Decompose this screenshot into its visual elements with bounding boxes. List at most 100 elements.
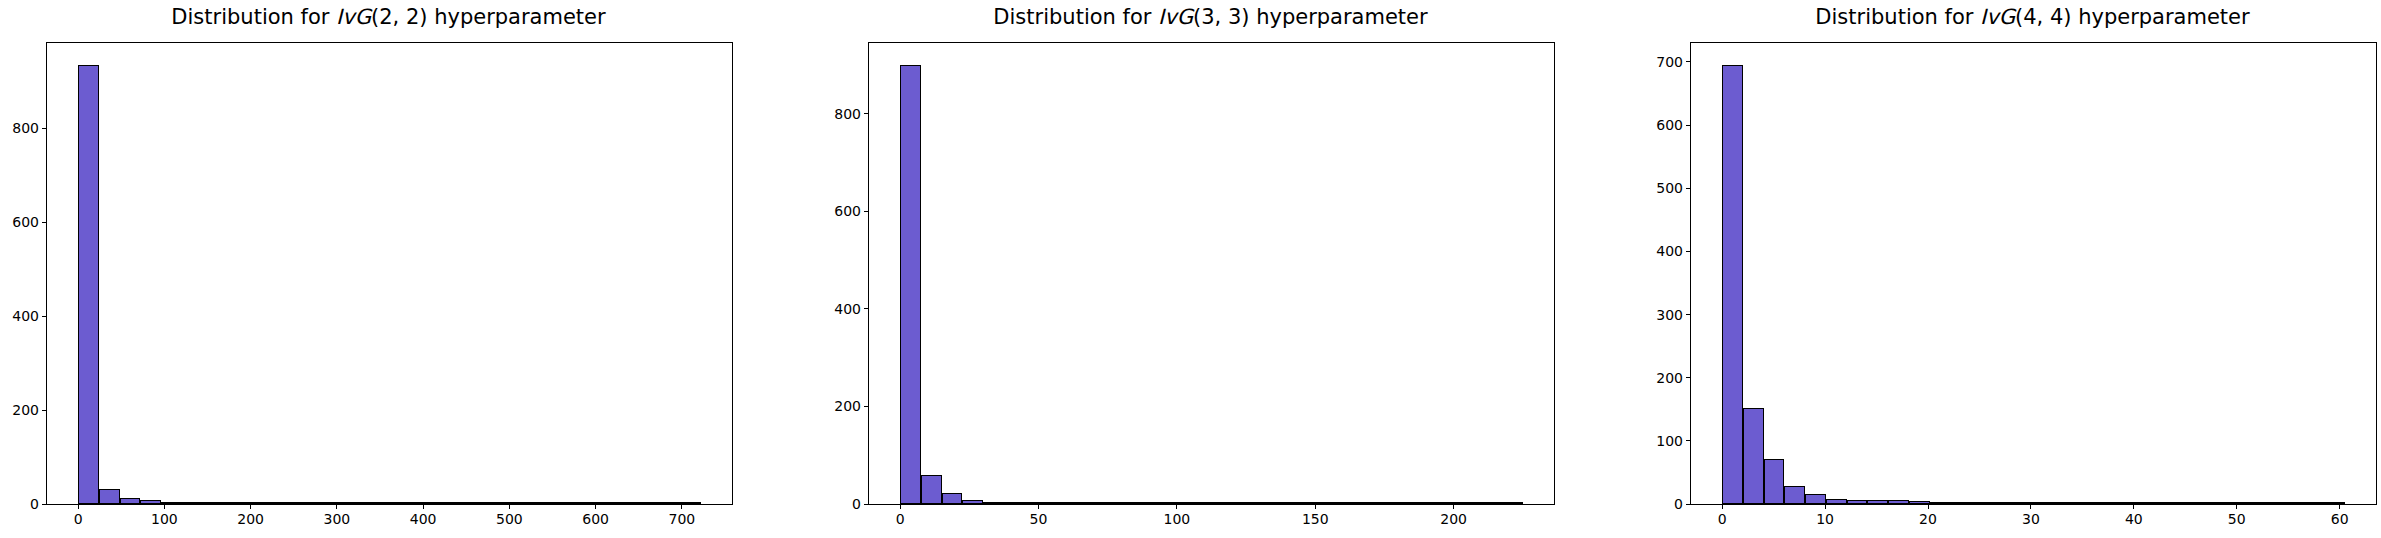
plot-area: 01002003004005006007000200400600800 bbox=[46, 42, 733, 505]
y-axis-tick-label: 800 bbox=[809, 105, 861, 123]
x-axis-tick bbox=[1928, 505, 1929, 509]
y-axis-tick-label: 800 bbox=[0, 119, 39, 137]
histogram-bar bbox=[1025, 502, 1046, 504]
plot-area: 0501001502000200400600800 bbox=[868, 42, 1555, 505]
chart-title-math: IvG bbox=[1158, 5, 1193, 29]
x-axis-tick-label: 20 bbox=[1898, 511, 1958, 528]
x-axis-tick bbox=[78, 505, 79, 509]
histogram-bar bbox=[78, 65, 99, 504]
x-axis-tick bbox=[900, 505, 901, 509]
x-axis-tick-label: 300 bbox=[307, 511, 367, 528]
y-axis-tick bbox=[1686, 504, 1690, 505]
histogram-bar bbox=[1867, 500, 1888, 504]
histogram-bar bbox=[161, 502, 182, 504]
histogram-bar bbox=[120, 498, 141, 504]
x-axis-tick bbox=[336, 505, 337, 509]
histogram-bin-baseline bbox=[900, 502, 1523, 504]
x-axis-tick bbox=[1315, 505, 1316, 509]
x-axis-tick-label: 0 bbox=[870, 511, 930, 528]
x-axis-tick-label: 400 bbox=[393, 511, 453, 528]
histogram-bar bbox=[1004, 502, 1025, 504]
y-axis-tick bbox=[42, 222, 46, 223]
x-axis-tick-label: 50 bbox=[2207, 511, 2267, 528]
x-axis-tick bbox=[1453, 505, 1454, 509]
y-axis-tick bbox=[42, 128, 46, 129]
y-axis-tick bbox=[1686, 440, 1690, 441]
y-axis-tick-label: 0 bbox=[0, 495, 39, 513]
x-axis-tick bbox=[2133, 505, 2134, 509]
y-axis-tick-label: 400 bbox=[0, 307, 39, 325]
chart-title-math: IvG bbox=[1980, 5, 2015, 29]
histogram-bar bbox=[514, 502, 535, 504]
y-axis-tick-label: 500 bbox=[1631, 179, 1683, 197]
chart-title-prefix: Distribution for bbox=[171, 5, 336, 29]
x-axis-tick-label: 200 bbox=[1424, 511, 1484, 528]
histogram-bar bbox=[1722, 65, 1743, 504]
chart-title: Distribution for IvG(3, 3) hyperparamete… bbox=[868, 4, 1553, 30]
y-axis-tick bbox=[42, 410, 46, 411]
y-axis-tick bbox=[864, 211, 868, 212]
x-axis-tick bbox=[1176, 505, 1177, 509]
x-axis-tick-label: 200 bbox=[221, 511, 281, 528]
histogram-bar bbox=[140, 500, 161, 504]
histogram-bar bbox=[1909, 501, 1930, 504]
x-axis-tick bbox=[1825, 505, 1826, 509]
histogram-bar bbox=[203, 502, 224, 504]
y-axis-tick-label: 300 bbox=[1631, 306, 1683, 324]
histogram-bar bbox=[680, 502, 701, 504]
histogram-bar bbox=[1826, 499, 1847, 504]
y-axis-tick bbox=[1686, 188, 1690, 189]
y-axis-tick-label: 0 bbox=[1631, 495, 1683, 513]
histogram-bar bbox=[1743, 408, 1764, 504]
x-axis-tick bbox=[509, 505, 510, 509]
x-axis-tick bbox=[1038, 505, 1039, 509]
histogram-bar bbox=[182, 502, 203, 504]
y-axis-tick-label: 200 bbox=[809, 397, 861, 415]
chart-title-math: IvG bbox=[336, 5, 371, 29]
chart-title-prefix: Distribution for bbox=[993, 5, 1158, 29]
histogram-bar bbox=[1087, 502, 1108, 504]
chart-title-prefix: Distribution for bbox=[1815, 5, 1980, 29]
y-axis-tick bbox=[1686, 125, 1690, 126]
x-axis-tick bbox=[681, 505, 682, 509]
histogram-bar bbox=[99, 489, 120, 504]
y-axis-tick bbox=[1686, 314, 1690, 315]
y-axis-tick-label: 700 bbox=[1631, 53, 1683, 71]
histogram-bar bbox=[1502, 502, 1523, 504]
x-axis-tick bbox=[2030, 505, 2031, 509]
y-axis-tick-label: 200 bbox=[0, 401, 39, 419]
y-axis-tick-label: 600 bbox=[0, 213, 39, 231]
histogram-bar bbox=[1764, 459, 1785, 504]
x-axis-tick-label: 100 bbox=[134, 511, 194, 528]
y-axis-tick-label: 400 bbox=[809, 300, 861, 318]
x-axis-tick-label: 50 bbox=[1009, 511, 1069, 528]
histogram-bar bbox=[223, 502, 244, 504]
chart-title: Distribution for IvG(2, 2) hyperparamete… bbox=[46, 4, 731, 30]
x-axis-tick bbox=[250, 505, 251, 509]
y-axis-tick-label: 200 bbox=[1631, 369, 1683, 387]
y-axis-tick bbox=[864, 308, 868, 309]
histogram-bar bbox=[1847, 500, 1868, 504]
plot-area: 01020304050600100200300400500600700 bbox=[1690, 42, 2377, 505]
x-axis-tick-label: 600 bbox=[566, 511, 626, 528]
histogram-bar bbox=[962, 500, 983, 504]
x-axis-tick bbox=[1722, 505, 1723, 509]
x-axis-tick-label: 0 bbox=[1692, 511, 1752, 528]
y-axis-tick bbox=[864, 406, 868, 407]
x-axis-tick bbox=[595, 505, 596, 509]
chart-title-suffix: (4, 4) hyperparameter bbox=[2015, 5, 2250, 29]
y-axis-tick-label: 100 bbox=[1631, 432, 1683, 450]
histogram-bar bbox=[244, 502, 265, 504]
x-axis-tick bbox=[2236, 505, 2237, 509]
y-axis-tick-label: 0 bbox=[809, 495, 861, 513]
y-axis-tick-label: 600 bbox=[1631, 116, 1683, 134]
y-axis-tick bbox=[42, 504, 46, 505]
histogram-bar bbox=[1784, 486, 1805, 504]
y-axis-tick bbox=[1686, 251, 1690, 252]
y-axis-tick bbox=[864, 113, 868, 114]
x-axis-tick-label: 500 bbox=[479, 511, 539, 528]
x-axis-tick-label: 10 bbox=[1795, 511, 1855, 528]
y-axis-tick-label: 600 bbox=[809, 202, 861, 220]
x-axis-tick-label: 30 bbox=[2001, 511, 2061, 528]
histogram-bar bbox=[942, 493, 963, 504]
